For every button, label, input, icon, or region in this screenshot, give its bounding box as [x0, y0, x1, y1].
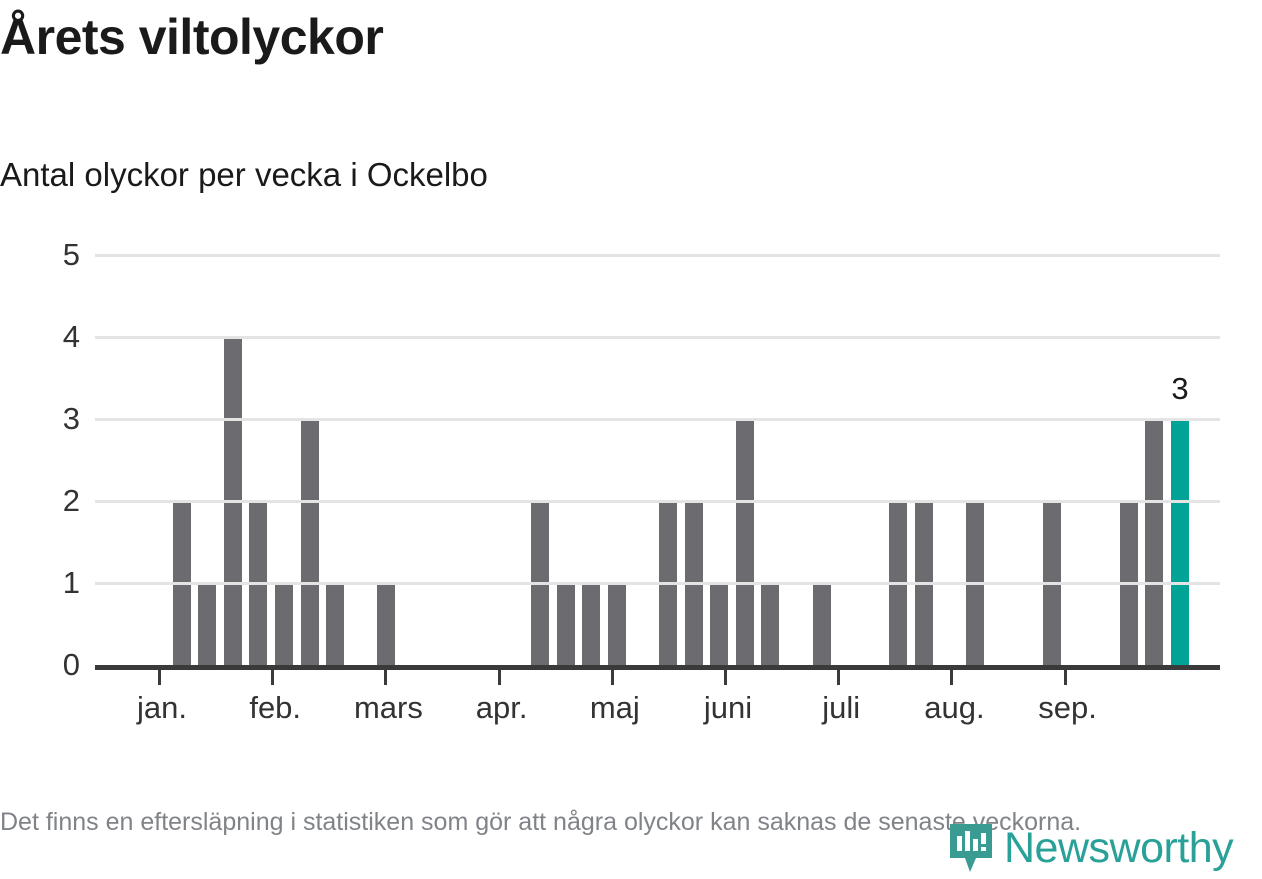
- gridline: [95, 418, 1220, 421]
- bar-value-label: 3: [1171, 371, 1189, 406]
- gridline: [95, 582, 1220, 585]
- newsworthy-bars-pin-icon: [948, 822, 994, 874]
- bar[interactable]: [812, 583, 831, 665]
- bar[interactable]: [198, 583, 217, 665]
- bar[interactable]: [710, 583, 729, 665]
- bar-highlighted[interactable]: [1171, 419, 1189, 665]
- x-axis-month-label: sep.: [1038, 690, 1097, 725]
- x-axis-tick: [384, 670, 388, 685]
- y-axis-tick-label: 2: [62, 483, 80, 518]
- x-axis-tick: [950, 670, 954, 685]
- y-axis-tick-label: 5: [62, 237, 80, 272]
- x-axis-month-label: jan.: [137, 690, 187, 725]
- bar[interactable]: [1145, 419, 1164, 665]
- x-axis-month-label: aug.: [924, 690, 985, 725]
- bar[interactable]: [275, 583, 293, 665]
- x-axis-month-label: feb.: [249, 690, 302, 725]
- bars-group: 3: [95, 255, 1220, 665]
- gridline: [95, 254, 1220, 257]
- bar[interactable]: [735, 419, 754, 665]
- brand-name: Newsworthy: [1004, 823, 1234, 872]
- x-axis-tick: [610, 670, 614, 685]
- page-title: Årets viltolyckor: [0, 9, 384, 65]
- chart-subtitle: Antal olyckor per vecka i Ockelbo: [0, 156, 488, 193]
- bar[interactable]: [761, 583, 780, 665]
- x-axis-tick: [837, 670, 841, 685]
- bar[interactable]: [377, 583, 396, 665]
- x-axis-tick: [497, 670, 501, 685]
- bar[interactable]: [300, 419, 319, 665]
- footnote: Det finns en eftersläpning i statistiken…: [0, 808, 1082, 836]
- gridline: [95, 500, 1220, 503]
- x-axis-tick: [1063, 670, 1067, 685]
- y-axis-tick-label: 1: [62, 565, 80, 600]
- y-axis-tick-label: 0: [62, 647, 80, 682]
- y-axis-tick-label: 3: [62, 401, 80, 436]
- x-axis-month-label: mars: [353, 690, 423, 725]
- x-axis-tick: [724, 670, 727, 685]
- bar[interactable]: [607, 583, 626, 665]
- bar[interactable]: [556, 583, 575, 665]
- newsworthy-logo[interactable]: Newsworthy: [948, 822, 1234, 874]
- x-axis-month-label: maj: [589, 690, 640, 725]
- bar[interactable]: [582, 583, 601, 665]
- x-axis-tick: [158, 670, 161, 685]
- x-axis-month-label: juni: [703, 690, 753, 725]
- bar[interactable]: [326, 583, 345, 665]
- x-axis-month-label: apr.: [475, 690, 528, 725]
- bar-chart: 3 0 1 2 3 4 5 jan. feb. mars apr. maj juni juli aug.…: [0, 230, 1262, 725]
- plot-area: 3: [95, 255, 1220, 665]
- x-axis-tick: [271, 670, 275, 685]
- x-axis-month-label: juli: [822, 690, 861, 725]
- gridline: [95, 336, 1220, 339]
- x-axis-line: [95, 665, 1220, 670]
- y-axis-tick-label: 4: [62, 319, 80, 354]
